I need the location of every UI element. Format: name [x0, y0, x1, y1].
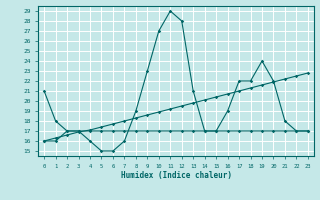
X-axis label: Humidex (Indice chaleur): Humidex (Indice chaleur)	[121, 171, 231, 180]
